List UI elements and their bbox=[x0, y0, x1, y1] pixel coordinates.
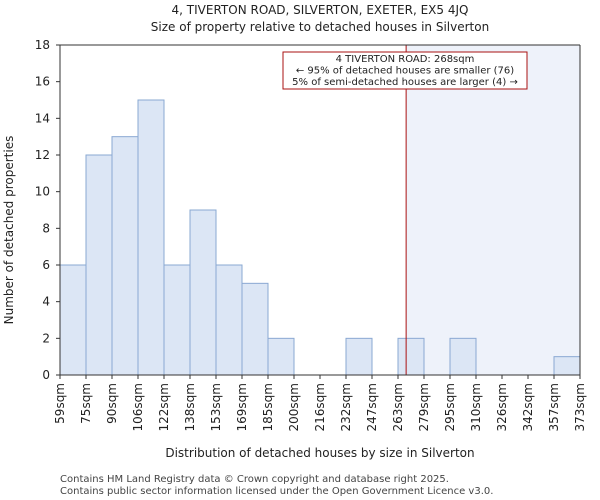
x-tick-label: 216sqm bbox=[313, 383, 327, 431]
x-tick-label: 357sqm bbox=[547, 383, 561, 431]
y-tick-label: 14 bbox=[35, 111, 50, 125]
histogram-bar bbox=[397, 337, 425, 376]
x-tick-label: 122sqm bbox=[157, 383, 171, 431]
chart-subtitle: Size of property relative to detached ho… bbox=[151, 20, 489, 34]
x-tick-label: 373sqm bbox=[573, 383, 587, 431]
histogram-bar bbox=[137, 99, 165, 376]
y-tick-label: 0 bbox=[42, 368, 50, 382]
annotation-box bbox=[282, 51, 528, 90]
histogram-bar bbox=[267, 337, 295, 376]
x-axis-label: Distribution of detached houses by size … bbox=[165, 446, 474, 460]
x-tick-label: 310sqm bbox=[469, 383, 483, 431]
chart-title: 4, TIVERTON ROAD, SILVERTON, EXETER, EX5… bbox=[172, 3, 469, 17]
y-tick-label: 18 bbox=[35, 38, 50, 52]
annotation-line: ← 95% of detached houses are smaller (76… bbox=[296, 66, 514, 77]
histogram-bar bbox=[189, 209, 217, 376]
x-tick-label: 326sqm bbox=[495, 383, 509, 431]
histogram-bar bbox=[449, 337, 477, 376]
x-tick-label: 75sqm bbox=[79, 383, 93, 424]
x-tick-label: 153sqm bbox=[209, 383, 223, 431]
y-tick-label: 8 bbox=[42, 221, 50, 235]
y-tick-label: 6 bbox=[42, 258, 50, 272]
histogram-bar bbox=[241, 282, 269, 376]
x-tick-label: 279sqm bbox=[417, 383, 431, 431]
x-tick-label: 295sqm bbox=[443, 383, 457, 431]
y-tick-label: 4 bbox=[42, 295, 50, 309]
histogram-bar bbox=[85, 154, 113, 376]
x-tick-label: 342sqm bbox=[521, 383, 535, 431]
x-tick-label: 169sqm bbox=[235, 383, 249, 431]
x-tick-label: 200sqm bbox=[287, 383, 301, 431]
x-tick-label: 263sqm bbox=[391, 383, 405, 431]
x-tick-label: 59sqm bbox=[53, 383, 67, 424]
histogram-bar bbox=[111, 136, 139, 376]
x-tick-label: 247sqm bbox=[365, 383, 379, 431]
histogram-bar bbox=[163, 264, 191, 376]
x-tick-label: 138sqm bbox=[183, 383, 197, 431]
footer-line-1: Contains HM Land Registry data © Crown c… bbox=[60, 474, 449, 485]
y-tick-label: 2 bbox=[42, 331, 50, 345]
y-tick-label: 12 bbox=[35, 148, 50, 162]
annotation-line: 5% of semi-detached houses are larger (4… bbox=[292, 77, 518, 88]
x-tick-label: 90sqm bbox=[105, 383, 119, 424]
histogram-bar bbox=[59, 264, 87, 376]
annotation-line: 4 TIVERTON ROAD: 268sqm bbox=[336, 54, 475, 65]
y-tick-label: 10 bbox=[35, 185, 50, 199]
y-axis-label: Number of detached properties bbox=[2, 136, 16, 325]
x-tick-label: 106sqm bbox=[131, 383, 145, 431]
x-tick-label: 232sqm bbox=[339, 383, 353, 431]
larger-properties-region bbox=[406, 45, 580, 375]
footer-line-2: Contains public sector information licen… bbox=[60, 486, 493, 497]
histogram-bar bbox=[345, 337, 373, 376]
x-tick-label: 185sqm bbox=[261, 383, 275, 431]
histogram-bar bbox=[215, 264, 243, 376]
histogram-bar bbox=[553, 356, 581, 376]
y-tick-label: 16 bbox=[35, 75, 50, 89]
